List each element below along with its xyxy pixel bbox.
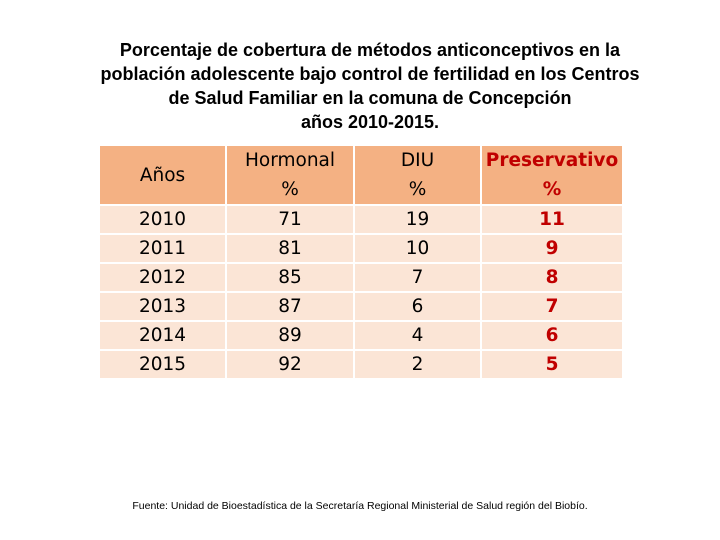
table-row: 2014 89 4 6 [100,322,622,349]
cell-diu: 2 [355,351,480,378]
cell-hormonal: 71 [227,206,353,233]
header-cell-years: Años [100,146,225,204]
title-line-3: de Salud Familiar en la comuna de Concep… [168,88,572,108]
header-label: Años [139,164,186,186]
table-row: 2012 85 7 8 [100,264,622,291]
title-line-1: Porcentaje de cobertura de métodos antic… [119,40,621,60]
header-unit: % [542,179,562,200]
cell-diu: 7 [355,264,480,291]
table-row: 2010 71 19 11 [100,206,622,233]
source-note: Fuente: Unidad de Bioestadística de la S… [132,500,588,512]
cell-year: 2011 [100,235,225,262]
cell-year: 2015 [100,351,225,378]
cell-hormonal: 89 [227,322,353,349]
title-line-2: población adolescente bajo control de fe… [100,64,640,84]
header-label: Hormonal [244,150,336,171]
cell-preservativo: 5 [482,351,622,378]
header-label: DIU [400,150,435,171]
header-row: Años Hormonal % DIU % Preservativo % [100,146,622,204]
cell-diu: 6 [355,293,480,320]
header-unit: % [281,179,299,200]
header-cell-preservativo: Preservativo % [482,146,622,204]
cell-hormonal: 81 [227,235,353,262]
cell-preservativo: 11 [482,206,622,233]
header-label: Preservativo [485,150,619,171]
cell-year: 2010 [100,206,225,233]
cell-year: 2012 [100,264,225,291]
table-row: 2013 87 6 7 [100,293,622,320]
cell-diu: 4 [355,322,480,349]
cell-diu: 19 [355,206,480,233]
header-cell-diu: DIU % [355,146,480,204]
coverage-table: Años Hormonal % DIU % Preservativo % 201… [98,144,624,380]
cell-preservativo: 8 [482,264,622,291]
table-row: 2015 92 2 5 [100,351,622,378]
table-body: 2010 71 19 11 2011 81 10 9 2012 85 7 8 2013 87 6 7 2014 8… [100,206,622,378]
cell-diu: 10 [355,235,480,262]
title-line-4: años 2010-2015. [300,112,440,132]
cell-year: 2013 [100,293,225,320]
table-row: 2011 81 10 9 [100,235,622,262]
header-unit: % [408,179,427,200]
cell-preservativo: 6 [482,322,622,349]
cell-hormonal: 85 [227,264,353,291]
cell-hormonal: 87 [227,293,353,320]
cell-preservativo: 7 [482,293,622,320]
chart-title: Porcentaje de cobertura de métodos antic… [40,38,700,134]
header-cell-hormonal: Hormonal % [227,146,353,204]
cell-hormonal: 92 [227,351,353,378]
cell-year: 2014 [100,322,225,349]
cell-preservativo: 9 [482,235,622,262]
